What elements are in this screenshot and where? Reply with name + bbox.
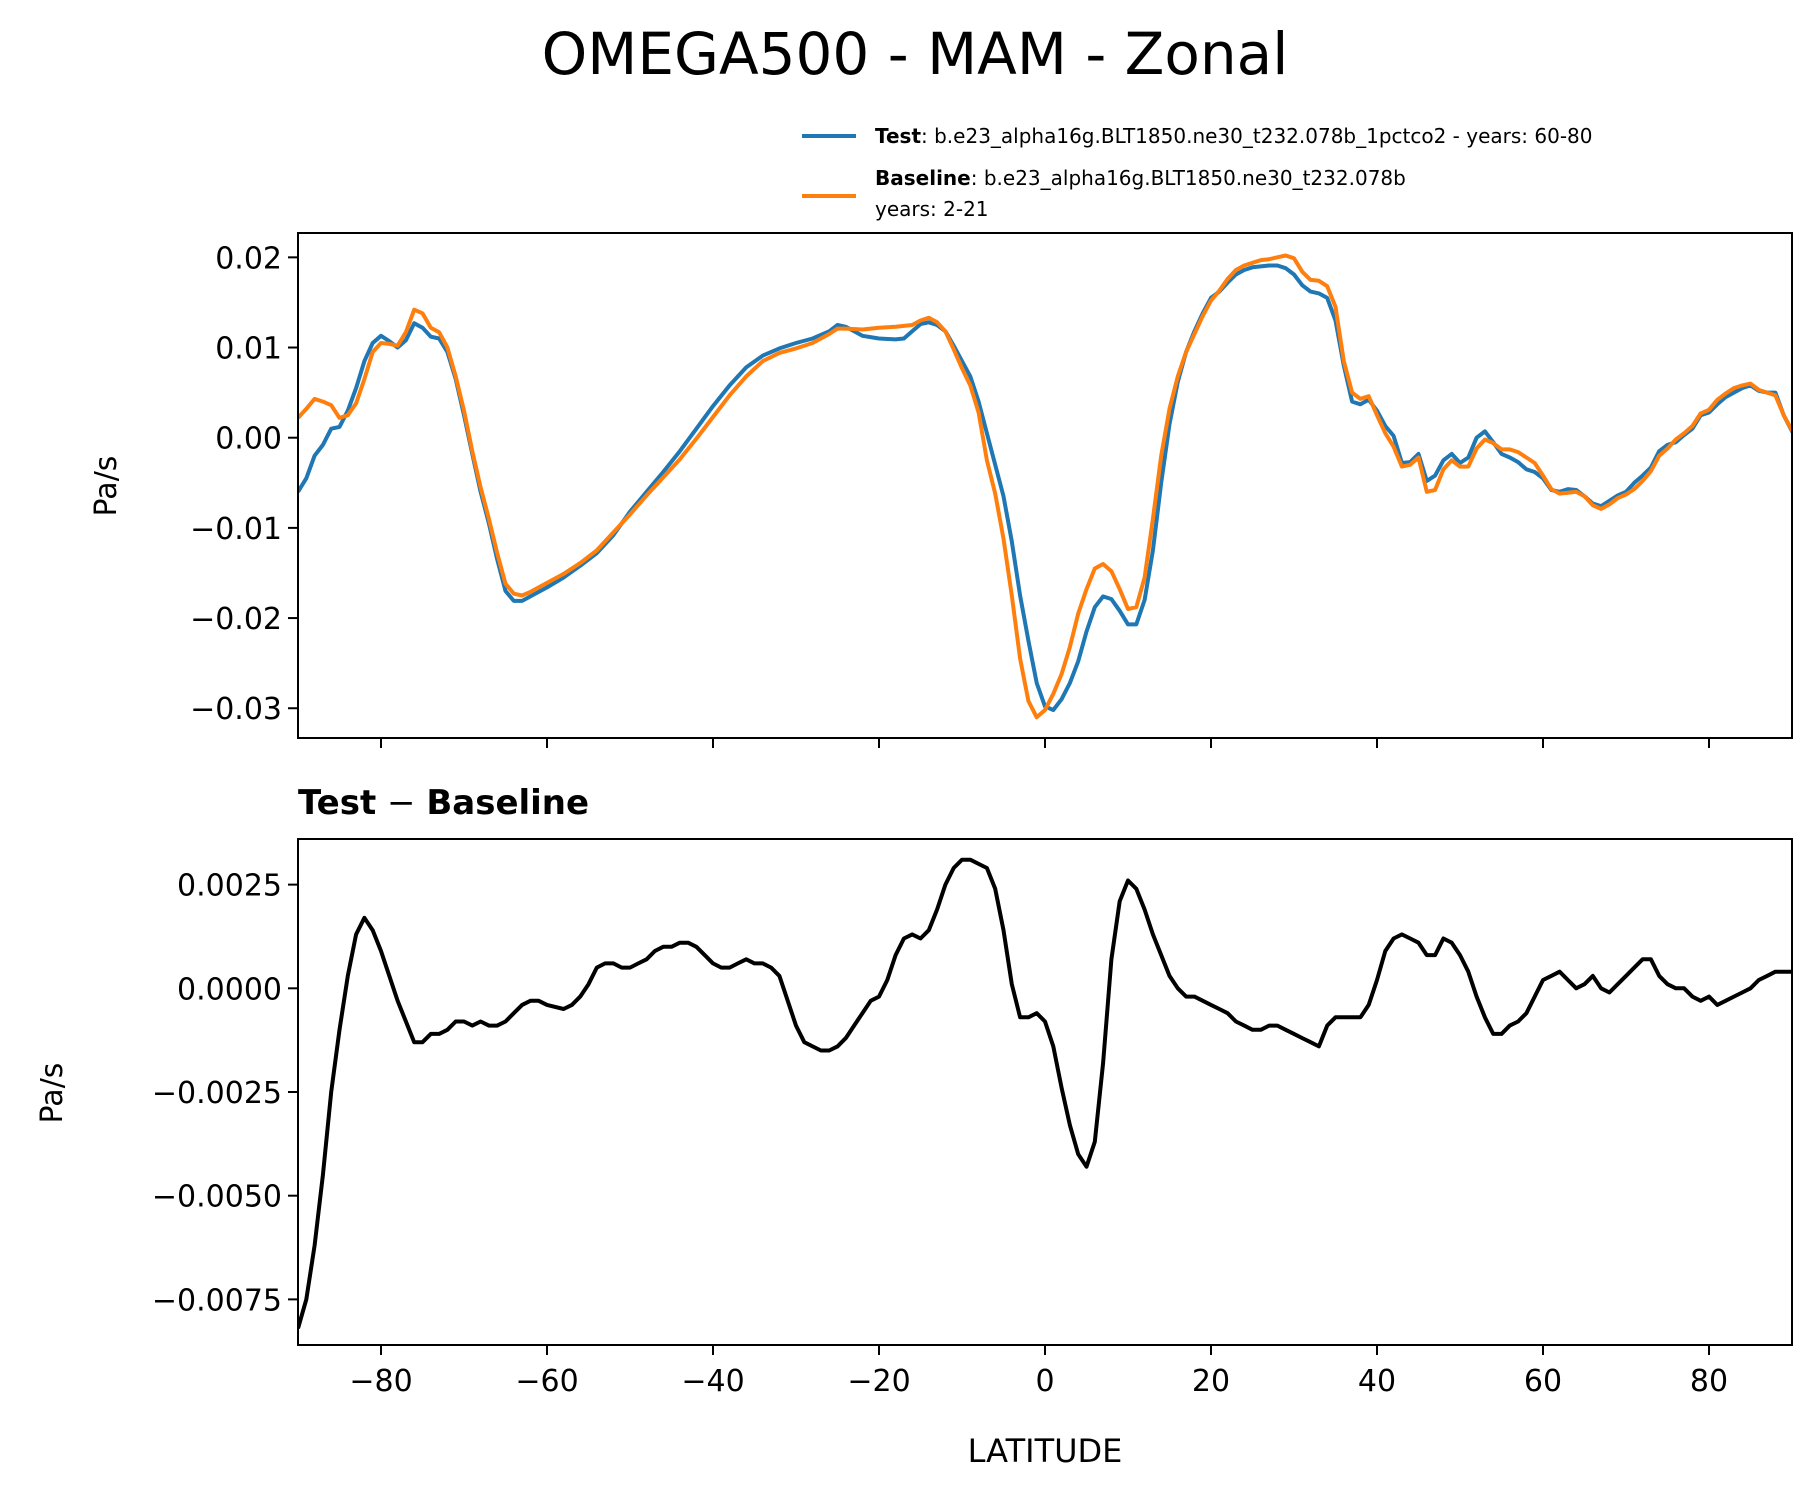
figure-title: OMEGA500 - MAM - Zonal (542, 20, 1289, 88)
diff-title-right: Baseline (426, 783, 589, 823)
diff-panel-title: Test − Baseline (298, 783, 589, 823)
legend-baseline-desc: : b.e23_alpha16g.BLT1850.ne30_t232.078b (971, 166, 1406, 190)
legend-baseline-name: Baseline (875, 166, 971, 190)
legend-test-label: Test: b.e23_alpha16g.BLT1850.ne30_t232.0… (875, 124, 1593, 148)
bottom-panel: 0.0025 0.0000 −0.0025 −0.0050 −0.0075 −80 −60… (35, 838, 1793, 1399)
bottom-plot-area (298, 839, 1792, 1345)
x-tick-label: −20 (847, 1364, 910, 1399)
top-plot-frame (297, 232, 1793, 739)
legend-test-desc: : b.e23_alpha16g.BLT1850.ne30_t232.078b_… (921, 124, 1593, 148)
y-tick-label: 0.0025 (177, 869, 282, 904)
y-tick-label: 0.01 (215, 332, 282, 367)
bottom-plot-frame (297, 838, 1793, 1346)
x-tick-label: 80 (1690, 1364, 1728, 1399)
y-tick-label: −0.0025 (152, 1076, 282, 1111)
bottom-ylabel: Pa/s (35, 1063, 70, 1124)
bottom-x-axis: −80 −60 −40 −20 0 20 40 60 80 (349, 1345, 1728, 1399)
bottom-y-axis: 0.0025 0.0000 −0.0025 −0.0050 −0.0075 (152, 869, 298, 1318)
legend: Test: b.e23_alpha16g.BLT1850.ne30_t232.0… (802, 124, 1593, 221)
legend-test-name: Test (875, 124, 921, 148)
x-tick-label: 60 (1524, 1364, 1562, 1399)
y-tick-label: 0.0000 (177, 972, 282, 1007)
top-ylabel: Pa/s (89, 456, 124, 517)
top-panel: 0.02 0.01 0.00 −0.01 −0.02 −0.03 Pa/s (89, 232, 1793, 748)
bottom-series (298, 857, 1792, 1329)
y-tick-label: 0.02 (215, 241, 282, 276)
series-line-baseline (298, 253, 1792, 720)
y-tick-label: −0.01 (190, 512, 282, 547)
series-line-test-baseline (298, 857, 1792, 1329)
x-tick-label: 20 (1192, 1364, 1230, 1399)
legend-baseline-label: Baseline: b.e23_alpha16g.BLT1850.ne30_t2… (875, 166, 1406, 190)
y-tick-label: 0.00 (215, 422, 282, 457)
y-tick-label: −0.02 (190, 602, 282, 637)
series-line-test (298, 263, 1792, 712)
y-tick-label: −0.0050 (152, 1180, 282, 1215)
top-x-axis (380, 738, 1710, 748)
top-y-axis: 0.02 0.01 0.00 −0.01 −0.02 −0.03 (190, 241, 298, 727)
x-tick-label: −60 (515, 1364, 578, 1399)
x-axis-label: LATITUDE (968, 1432, 1123, 1470)
x-tick-label: 0 (1035, 1364, 1054, 1399)
diff-title-op: − (376, 783, 426, 823)
top-plot-area (298, 233, 1792, 738)
x-tick-label: 40 (1358, 1364, 1396, 1399)
y-tick-label: −0.03 (190, 692, 282, 727)
x-tick-label: −40 (681, 1364, 744, 1399)
diff-title-left: Test (298, 783, 376, 823)
x-tick-label: −80 (349, 1364, 412, 1399)
top-series (298, 253, 1792, 720)
y-tick-label: −0.0075 (152, 1283, 282, 1318)
legend-baseline-years: years: 2-21 (875, 197, 989, 221)
